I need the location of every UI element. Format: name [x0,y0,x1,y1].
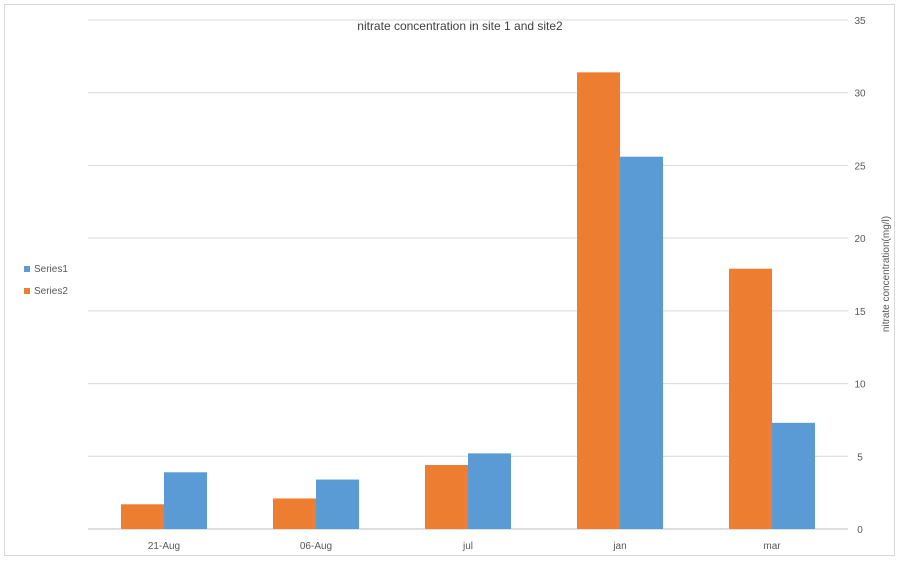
y-tick-label: 30 [854,89,866,100]
x-tick-labels: 21-Aug 06-Aug jul jan mar [148,541,781,552]
bar-series1-06-aug [316,479,359,529]
y-tick-label: 10 [854,380,866,391]
bar-series2-jul [425,465,468,529]
x-tick-label: jul [462,541,473,552]
legend: Series1 Series2 [24,264,68,297]
bar-series2-06-aug [273,498,316,529]
bar-series2-jan [577,72,620,530]
legend-swatch [24,288,30,294]
bar-series1-jul [468,453,511,529]
y-tick-label: 20 [854,234,866,245]
bar-series2-mar [729,268,772,529]
gridlines [88,19,848,530]
legend-label: Series2 [34,286,68,297]
bar-series2-21-aug [121,504,164,529]
legend-swatch [24,266,30,272]
x-tick-label: jan [612,541,626,552]
legend-label: Series1 [34,264,68,275]
y-tick-label: 5 [857,452,863,463]
y-tick-label: 0 [857,525,863,536]
bars [121,72,815,530]
y-tick-label: 15 [854,307,866,318]
bar-series1-21-aug [164,472,207,529]
x-tick-label: 21-Aug [148,541,180,552]
y-tick-labels: 0 5 10 15 20 25 30 35 [854,16,866,536]
x-tick-label: mar [763,541,781,552]
bar-series1-jan [620,156,663,529]
y-tick-label: 25 [854,161,866,172]
y-tick-label: 35 [854,16,866,27]
x-tick-label: 06-Aug [300,541,332,552]
bar-series1-mar [772,422,815,529]
y-axis-title: nitrate concentration(mg/l) [881,216,892,332]
chart-title: nitrate concentration in site 1 and site… [357,19,563,33]
